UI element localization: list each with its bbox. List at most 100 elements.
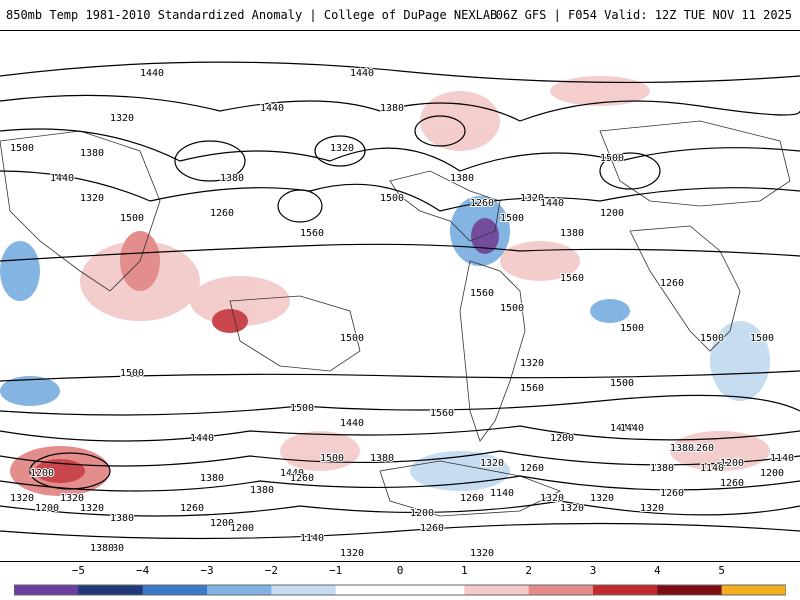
legend-tick-label: −2 (264, 564, 278, 577)
low-center-aleutian (174, 140, 246, 182)
contour-label: 1260 (720, 478, 744, 489)
high-center-pacific (277, 189, 323, 223)
australia (229, 295, 361, 372)
contour-label: 1320 (110, 113, 134, 124)
contour-1500-south (0, 394, 800, 416)
contour-label: 1500 (500, 213, 524, 224)
contour-label: 1380 (200, 473, 224, 484)
contour-label: 1380 (450, 173, 474, 184)
contour-label: 1260 (180, 503, 204, 514)
contour-1200-south (0, 522, 800, 540)
contour-label: 1380 (670, 443, 694, 454)
contour-label: 1560 (470, 288, 494, 299)
color-legend: −5 −4 −3 −2 −1 0 1 2 3 4 5 (0, 560, 800, 600)
legend-color-segment (657, 585, 723, 595)
low-center-pacific (314, 135, 366, 167)
legend-tick-label: 5 (718, 564, 725, 577)
low-center-atlantic (599, 152, 661, 190)
contour-label: 1140 (300, 533, 324, 544)
contour-label: 1320 (10, 493, 34, 504)
africa (629, 225, 741, 352)
contour-label: 1260 (290, 473, 314, 484)
contour-label: 1260 (660, 278, 684, 289)
warm-anomaly-arctic (550, 76, 650, 106)
contour-label: 1320 (640, 503, 664, 514)
legend-tick-label: 1 (461, 564, 468, 577)
contour-label: 1320 (340, 548, 364, 559)
contour-label: 1200 (30, 468, 54, 479)
contour-label: 1260 (660, 488, 684, 499)
contour-label: 1440 (260, 103, 284, 114)
warm-anomaly-south-pacific (280, 431, 360, 471)
warm-anomaly-canada (420, 91, 500, 151)
legend-tick-label: −4 (136, 564, 150, 577)
warm-anomaly-south-indian-core (35, 459, 85, 483)
contour-label: 1500 (380, 193, 404, 204)
contour-label: 1320 (520, 358, 544, 369)
contour-label: 1560 (560, 273, 584, 284)
low-center-canada (414, 115, 466, 147)
legend-color-segment (207, 585, 272, 595)
contour-label: 1500 (340, 333, 364, 344)
legend-color-segment (464, 585, 530, 595)
warm-anomaly-pacific (190, 276, 290, 326)
contour-1440-south (0, 425, 800, 442)
contour-label: 1500 (600, 153, 624, 164)
cool-anomaly-sw (0, 376, 60, 406)
contour-1560-north (0, 243, 800, 262)
contour-label: 1320 (520, 193, 544, 204)
contour-label: 1320 (560, 503, 584, 514)
contour-label: 1260 (520, 463, 544, 474)
contour-label: 1200 (760, 468, 784, 479)
model-run-info: 06Z GFS | F054 Valid: 12Z TUE NOV 11 202… (495, 8, 792, 22)
legend-color-segment (528, 585, 594, 595)
contour-label: 1380 (90, 543, 114, 554)
map-title: 850mb Temp 1981-2010 Standardized Anomal… (6, 8, 498, 22)
contour-label: 1440 (50, 173, 74, 184)
contour-label: 1560 (430, 408, 454, 419)
contour-label: 1500 (700, 333, 724, 344)
contour-label: 1260 (690, 443, 714, 454)
south-america (459, 260, 526, 442)
contour-label: 1380 (80, 148, 104, 159)
contour-label: 1500 (610, 378, 634, 389)
contour-1380-north (0, 94, 800, 122)
contour-label: 1440 (350, 68, 374, 79)
legend-color-segment (593, 585, 658, 595)
contour-label: 1440 (540, 198, 564, 209)
contour-1500-north (0, 170, 800, 212)
map-svg: 1440 1440 1380 1320 1320 1380 1440 1500 1500 1560… (0, 61, 800, 560)
contour-label: 1140 (700, 463, 724, 474)
header: 850mb Temp 1981-2010 Standardized Anomal… (0, 0, 800, 30)
legend-color-segment (14, 585, 79, 595)
legend-tick-label: 3 (589, 564, 597, 577)
contour-label: 1320 (480, 458, 504, 469)
contour-label: 1500 (120, 213, 144, 224)
contour-label: 1380 (100, 543, 124, 554)
contour-label: 1320 (590, 493, 614, 504)
contour-label: 1500 (620, 323, 644, 334)
legend-color-segment (78, 585, 144, 595)
north-america (389, 170, 501, 242)
cool-anomaly-atlantic (590, 299, 630, 323)
low-center-south-indian (29, 452, 111, 490)
contour-label: 1500 (120, 368, 144, 379)
anomaly-map: 1440 1440 1380 1320 1320 1380 1440 1500 1500 1560… (0, 30, 800, 562)
contour-label: 1500 (500, 303, 524, 314)
contour-label: 1380 (370, 453, 394, 464)
contour-1440-north (0, 61, 800, 84)
legend-tick-label: 2 (525, 564, 532, 577)
contour-label: 1320 (80, 503, 104, 514)
contour-label: 1200 (35, 503, 59, 514)
eurasia-west (599, 120, 791, 207)
legend-tick-label: −5 (71, 564, 85, 577)
legend-color-segment (271, 585, 337, 595)
legend-tick-label: 4 (654, 564, 661, 577)
contour-label: 1440 (340, 418, 364, 429)
contour-1320-north (0, 128, 800, 172)
antarctica-edge (379, 460, 561, 517)
contour-label: 1260 (470, 198, 494, 209)
contour-label: 1440 (620, 423, 644, 434)
contour-label: 1260 (420, 523, 444, 534)
contour-label: 1500 (10, 143, 34, 154)
